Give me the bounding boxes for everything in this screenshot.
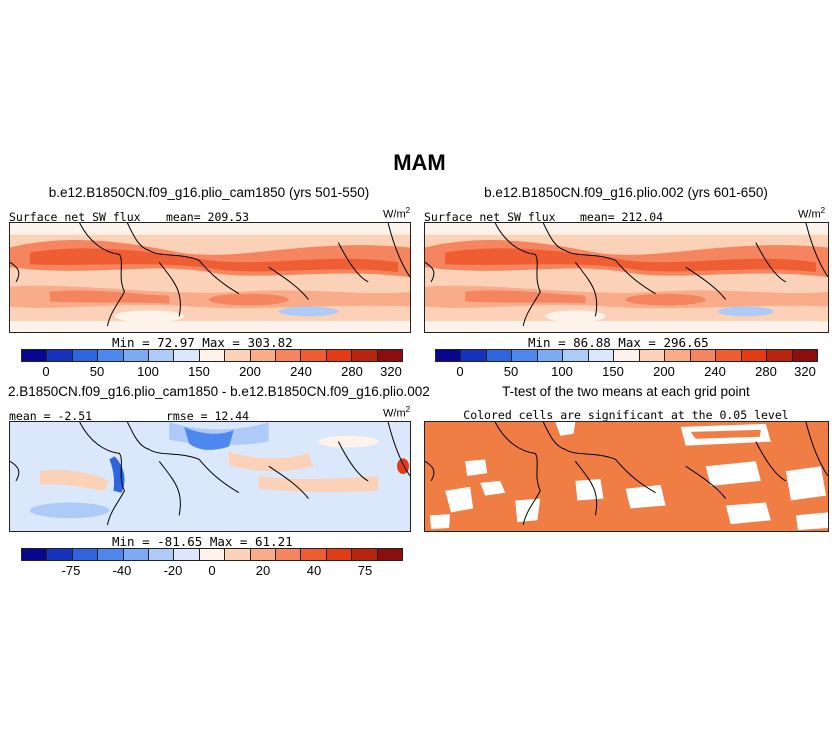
panel-4-title: T-test of the two means at each grid poi… [502,384,750,399]
tick-label: 0 [456,364,464,379]
tick-label: -20 [163,563,183,578]
tick-label: 0 [42,364,50,379]
tick-label: 0 [208,563,216,578]
tick-label: 200 [653,364,675,379]
panel-3-minmax: Min = -81.65 Max = 61.21 [112,534,293,549]
panel-3-rmse-label: rmse = 12.44 [166,409,250,423]
panel-2-colorbar-ticks: 0 50 100 150 200 240 280 320 [435,364,818,380]
tick-label: -40 [112,563,132,578]
panel-1-map [9,222,411,333]
tick-label: 240 [290,364,312,379]
panel-4-map [424,421,829,532]
panel-3-colorbar-ticks: -75 -40 -20 0 20 40 75 [21,563,403,579]
panel-2-minmax: Min = 86.88 Max = 296.65 [528,335,709,350]
panel-1-unit-label: W/m2 [383,206,411,221]
tick-label: 280 [341,364,363,379]
tick-label: 240 [704,364,726,379]
panel-2-variable-label: Surface net SW flux [424,210,556,224]
panel-1-minmax: Min = 72.97 Max = 303.82 [112,335,293,350]
tick-label: 75 [357,563,373,578]
tick-label: 150 [188,364,210,379]
panel-1-colorbar [21,349,403,362]
tick-label: 320 [380,364,402,379]
panel-2-title: b.e12.B1850CN.f09_g16.plio.002 (yrs 601-… [484,185,768,200]
panel-2-colorbar [435,349,818,362]
panel-1-title: b.e12.B1850CN.f09_g16.plio_cam1850 (yrs … [48,185,370,200]
tick-label: 100 [137,364,159,379]
tick-label: 280 [755,364,777,379]
tick-label: 100 [551,364,573,379]
tick-label: 150 [602,364,624,379]
panel-1-colorbar-ticks: 0 50 100 150 200 240 280 320 [21,364,403,380]
panel-1-variable-label: Surface net SW flux [9,210,141,224]
tick-label: 50 [503,364,519,379]
panel-3-map [9,421,411,532]
tick-label: 320 [794,364,816,379]
tick-label: 20 [255,563,271,578]
tick-label: -75 [61,563,81,578]
panel-1-mean-label: mean= 209.53 [166,210,250,224]
tick-label: 40 [306,563,322,578]
panel-3-unit-label: W/m2 [383,405,411,420]
panel-2-mean-label: mean= 212.04 [580,210,664,224]
tick-label: 50 [89,364,105,379]
panel-3-title: 2.B1850CN.f09_g16.plio_cam1850 - b.e12.B… [8,384,430,399]
figure-title: MAM [393,150,446,175]
panel-3-colorbar [21,548,403,561]
panel-2-unit-label: W/m2 [798,206,826,221]
panel-2-map [424,222,829,333]
tick-label: 200 [239,364,261,379]
panel-4-subtitle: Colored cells are significant at the 0.0… [463,408,789,422]
panel-3-mean-label: mean = -2.51 [9,409,93,423]
